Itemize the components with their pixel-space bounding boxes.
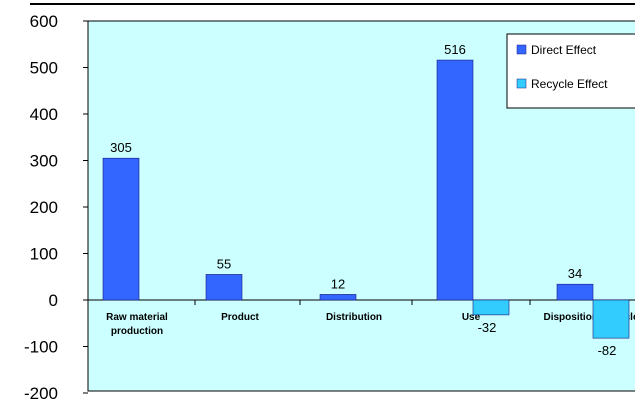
data-label: 516 — [444, 42, 466, 57]
y-tick-label: 400 — [30, 105, 58, 124]
y-tick-label: -100 — [24, 338, 58, 357]
data-label: 34 — [568, 266, 582, 281]
data-label: 305 — [110, 140, 132, 155]
direct-effect-bar — [205, 274, 243, 301]
y-tick-label: -200 — [24, 384, 58, 401]
y-tick-label: 100 — [30, 245, 58, 264]
x-tick-label: Disposition/Recycle — [543, 312, 635, 323]
legend-box — [506, 33, 635, 109]
recycle-effect-bar — [472, 299, 510, 316]
x-axis: Raw material production Product Distributio… — [88, 299, 635, 337]
legend-swatch — [516, 44, 527, 55]
recycle-effect-bar — [592, 299, 630, 339]
data-label: -32 — [478, 320, 497, 335]
direct-effect-bar — [319, 294, 357, 301]
data-label: 12 — [331, 276, 345, 291]
legend-label: Direct Effect — [531, 43, 597, 57]
bars — [102, 59, 630, 339]
y-tick-label: 0 — [49, 291, 58, 310]
direct-effect-bar — [436, 59, 474, 301]
y-tick-label: 300 — [30, 152, 58, 171]
legend: Direct Effect Recycle Effect — [506, 33, 635, 109]
y-tick-label: 600 — [30, 12, 58, 31]
y-axis: 600 500 400 300 200 100 0 -100 -200 — [24, 12, 89, 401]
data-label: -82 — [598, 343, 617, 358]
x-tick-label: Product — [221, 312, 259, 323]
y-tick-label: 200 — [30, 198, 58, 217]
data-label: 55 — [217, 256, 231, 271]
data-labels: 305 55 12 516 34 -32 -82 — [110, 42, 616, 358]
direct-effect-bar — [102, 157, 140, 301]
y-tick-label: 500 — [30, 59, 58, 78]
x-tick-label: Raw material production — [106, 312, 168, 337]
legend-label: Recycle Effect — [531, 77, 608, 91]
direct-effect-bar — [556, 283, 594, 301]
x-tick-label: Distribution — [326, 312, 382, 323]
x-tick-label: Use — [462, 312, 481, 323]
legend-swatch — [516, 78, 527, 89]
